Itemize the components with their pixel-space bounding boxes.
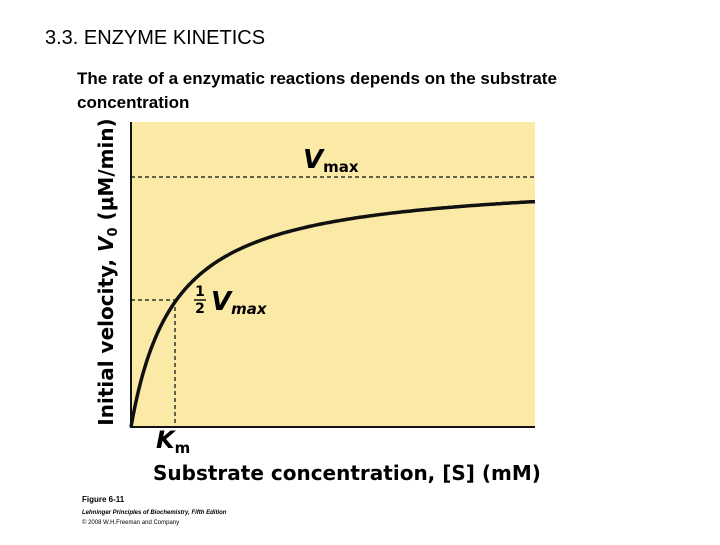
body-text: The rate of a enzymatic reactions depend… (77, 69, 557, 88)
caption-copyright: © 2008 W.H.Freeman and Company (82, 519, 179, 526)
unit: (μM/min) (94, 118, 118, 227)
y-axis-label: Initial velocity, V0 (μM/min) (94, 118, 121, 425)
vmax-label: Vmax (303, 145, 359, 176)
km-label: Km (156, 426, 190, 457)
mm-curve (129, 199, 536, 428)
subscript: 0 (106, 227, 121, 236)
subscript: m (175, 439, 191, 457)
denominator: 2 (195, 301, 205, 317)
symbol: V (94, 235, 118, 252)
slide-title: 3.3. ENZYME KINETICS (45, 27, 265, 49)
caption-book: Lehninger Principles of Biochemistry, Fi… (82, 510, 227, 516)
subscript: max (231, 300, 268, 318)
symbol: V (303, 145, 325, 175)
half-vmax-label: 1 2 Vmax (194, 284, 268, 318)
vmax-text: Vmax (211, 287, 268, 318)
body-text: concentration (77, 93, 189, 112)
symbol: K (156, 426, 177, 454)
label-text: Initial velocity, (94, 252, 118, 426)
x-axis-label: Substrate concentration, [S] (mM) (153, 461, 541, 485)
subscript: max (323, 158, 359, 176)
caption-figure: Figure 6-11 (82, 495, 125, 504)
numerator: 1 (195, 284, 205, 300)
symbol: V (211, 287, 233, 317)
